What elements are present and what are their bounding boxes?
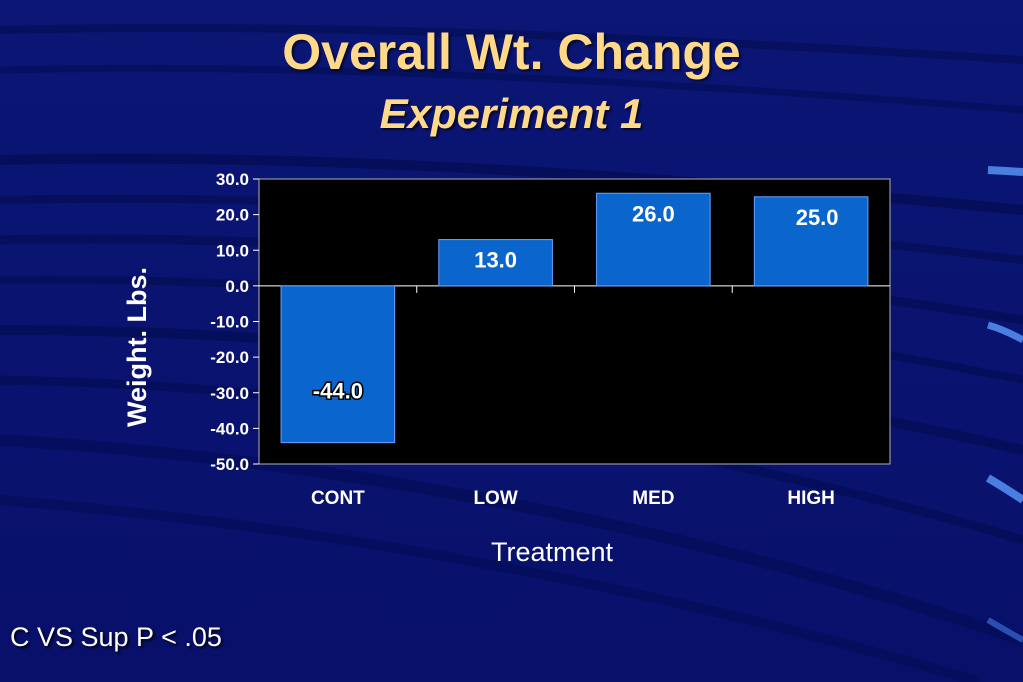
bar-med (596, 192, 711, 287)
y-tick-label: 0.0 (225, 277, 249, 296)
bar-low (438, 239, 553, 287)
x-tick-label: HIGH (787, 488, 835, 509)
y-tick-label: -50.0 (210, 455, 249, 474)
x-axis: CONT LOW MED HIGH (311, 285, 835, 509)
data-label: 25.0 (796, 205, 839, 230)
data-label: 26.0 (632, 201, 675, 226)
y-tick-label: -30.0 (210, 384, 249, 403)
y-tick-label: -20.0 (210, 348, 249, 367)
y-tick-label: -10.0 (210, 313, 249, 332)
bars: -44.0 13.0 26.0 25.0 (259, 192, 890, 444)
x-tick-label: CONT (311, 488, 365, 509)
y-tick-label: 30.0 (216, 170, 249, 189)
y-tick-label: 10.0 (216, 241, 249, 260)
slide-subtitle: Experiment 1 (379, 90, 644, 137)
bar-high (753, 196, 869, 287)
y-tick-label: 20.0 (216, 206, 249, 225)
x-axis-title: Treatment (491, 537, 614, 567)
bar-cont (280, 285, 396, 444)
y-tick-label: -40.0 (210, 419, 249, 438)
x-tick-label: MED (632, 488, 674, 509)
data-label: 13.0 (474, 248, 517, 273)
slide-title: Overall Wt. Change (282, 24, 741, 80)
y-axis-title: Weight. Lbs. (122, 267, 152, 427)
significance-note: C VS Sup P < .05 (10, 622, 222, 652)
x-tick-label: LOW (473, 488, 517, 509)
data-label: -44.0 (313, 379, 363, 404)
y-axis: 30.0 20.0 10.0 0.0 -10.0 -20.0 -30.0 -40.0 -50.0 (210, 170, 259, 474)
